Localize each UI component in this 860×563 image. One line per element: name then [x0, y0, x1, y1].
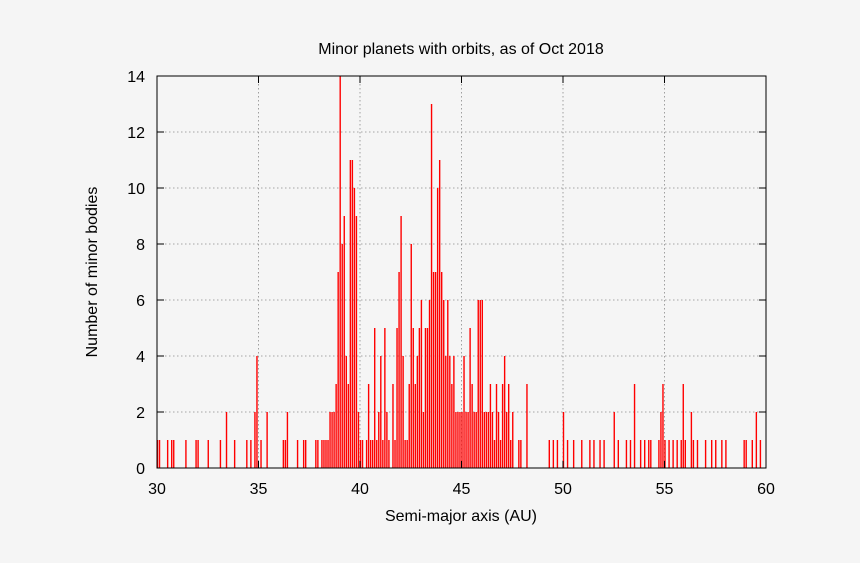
x-tick-label: 35 — [250, 481, 268, 498]
y-axis-label: Number of minor bodies — [84, 187, 101, 358]
y-tick-label: 14 — [127, 69, 145, 86]
grid — [157, 76, 766, 468]
x-tick-label: 50 — [554, 481, 572, 498]
y-tick-label: 12 — [127, 125, 145, 142]
y-tick-labels: 0 2 4 6 8 10 12 14 — [127, 69, 145, 478]
y-tick-label: 2 — [136, 405, 145, 422]
x-tick-label: 30 — [148, 481, 166, 498]
y-tick-label: 10 — [127, 181, 145, 198]
x-tick-label: 45 — [453, 481, 471, 498]
ticks — [156, 75, 767, 469]
x-tick-label: 40 — [351, 481, 369, 498]
chart-title: Minor planets with orbits, as of Oct 201… — [318, 41, 604, 58]
y-tick-label: 4 — [136, 349, 145, 366]
x-tick-labels: 30 35 40 45 50 55 60 — [148, 481, 775, 498]
y-tick-label: 0 — [136, 461, 145, 478]
x-tick-label: 55 — [656, 481, 674, 498]
y-tick-label: 8 — [136, 237, 145, 254]
x-tick-label: 60 — [757, 481, 775, 498]
x-axis-label: Semi-major axis (AU) — [385, 508, 537, 525]
bars — [156, 76, 762, 468]
y-tick-label: 6 — [136, 293, 145, 310]
